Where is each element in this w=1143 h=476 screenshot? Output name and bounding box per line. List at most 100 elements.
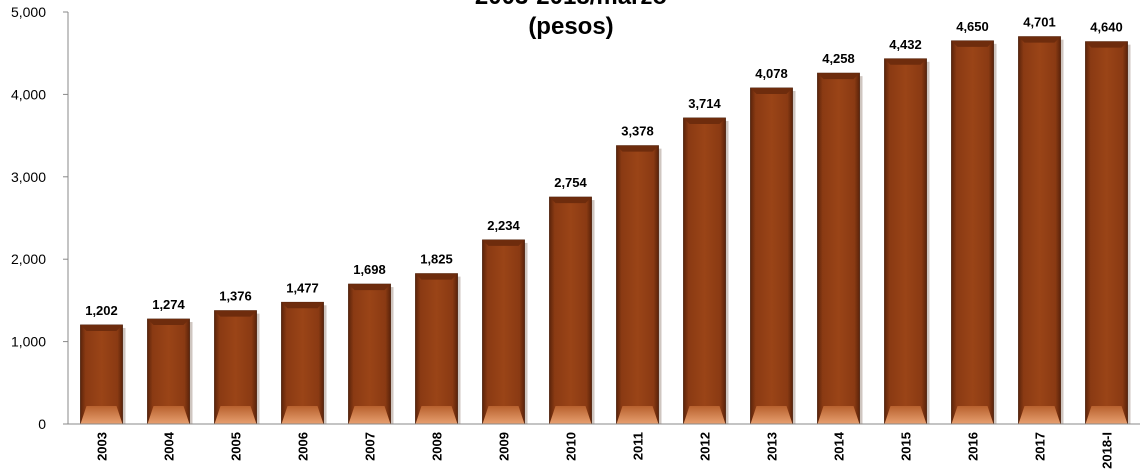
bar [549, 196, 595, 425]
bar-bottom-bevel [817, 406, 860, 424]
bar [1085, 41, 1131, 425]
x-tick-label: 2014 [832, 431, 847, 461]
x-tick-label: 2004 [162, 431, 177, 461]
bar [147, 318, 193, 425]
bar [1018, 36, 1064, 425]
bar-top-bevel [549, 197, 592, 204]
chart-title: 2003-2018/marzo (pesos) [475, 0, 667, 40]
bar-bottom-bevel [951, 406, 994, 424]
bar-bottom-bevel [616, 406, 659, 424]
bar-bottom-bevel [214, 406, 257, 424]
x-axis: 2003 2004 2005 2006 2007 2008 2009 2010 2011 2012… [68, 423, 1140, 469]
x-tick-label: 2016 [966, 432, 981, 461]
bar-top-bevel [951, 40, 994, 47]
bar-top-bevel [281, 302, 324, 309]
bars [80, 36, 1131, 425]
bar-top-bevel [817, 73, 860, 80]
x-tick-label: 2017 [1033, 432, 1048, 461]
bar-top-bevel [80, 324, 123, 331]
bar [281, 301, 327, 425]
data-labels: 1,202 1,274 1,376 1,477 1,698 1,825 2,234 2,754… [85, 15, 1123, 318]
bar-bottom-bevel [683, 406, 726, 424]
data-label: 1,202 [85, 303, 118, 318]
bar-body [1085, 41, 1128, 425]
bar-body [750, 87, 793, 425]
bar-body [549, 196, 592, 425]
bar [482, 239, 528, 425]
data-label: 1,825 [420, 252, 453, 267]
data-label: 3,378 [621, 124, 654, 139]
data-label: 1,274 [152, 297, 185, 312]
bar-top-bevel [1018, 36, 1061, 43]
bar-body [683, 117, 726, 425]
y-tick-label: 4,000 [11, 86, 46, 102]
x-tick-label: 2008 [430, 432, 445, 461]
bar-bottom-bevel [1085, 406, 1128, 424]
data-label: 3,714 [688, 96, 721, 111]
data-label: 4,432 [889, 37, 922, 52]
data-label: 4,640 [1090, 20, 1123, 35]
x-tick-label: 2006 [296, 432, 311, 461]
bar-body [817, 72, 860, 425]
data-label: 2,754 [554, 175, 587, 190]
bar-body [281, 301, 324, 425]
bar-top-bevel [147, 319, 190, 326]
bar-bottom-bevel [884, 406, 927, 424]
bar-bottom-bevel [549, 406, 592, 424]
data-label: 4,078 [755, 66, 788, 81]
bar-bottom-bevel [1018, 406, 1061, 424]
x-tick-label: 2009 [497, 432, 512, 461]
y-tick-label: 3,000 [11, 169, 46, 185]
bar-body [951, 40, 994, 425]
chart-title-line-2: (pesos) [528, 13, 613, 40]
bar-bottom-bevel [415, 406, 458, 424]
bar [817, 72, 863, 425]
y-tick-label: 1,000 [11, 334, 46, 350]
data-label: 2,234 [487, 218, 520, 233]
bar-bottom-bevel [80, 406, 123, 424]
x-tick-label: 2007 [363, 432, 378, 461]
bar-top-bevel [214, 310, 257, 317]
data-label: 4,701 [1023, 15, 1056, 30]
bar [750, 87, 796, 425]
bar-body [348, 283, 391, 425]
bar-top-bevel [750, 87, 793, 94]
y-tick-label: 0 [38, 416, 46, 432]
x-tick-label: 2011 [631, 432, 646, 460]
bar [348, 283, 394, 425]
bar [884, 58, 930, 425]
bar-bottom-bevel [750, 406, 793, 424]
bar-top-bevel [616, 145, 659, 152]
bar [683, 117, 729, 425]
data-label: 4,258 [822, 51, 855, 66]
bar-bottom-bevel [348, 406, 391, 424]
x-tick-label: 2010 [564, 432, 579, 461]
bar-top-bevel [884, 58, 927, 65]
bar [415, 273, 461, 425]
bar-top-bevel [415, 273, 458, 280]
data-label: 1,698 [353, 262, 386, 277]
y-tick-label: 5,000 [11, 4, 46, 20]
data-label: 1,376 [219, 289, 252, 304]
data-label: 4,650 [956, 19, 989, 34]
bar-body [884, 58, 927, 425]
bar-bottom-bevel [281, 406, 324, 424]
x-tick-label: 2015 [899, 432, 914, 461]
bar [616, 145, 662, 425]
chart-title-line-1: 2003-2018/marzo [475, 0, 667, 10]
bar-bottom-bevel [147, 406, 190, 424]
bar-top-bevel [683, 117, 726, 124]
bar-body [616, 145, 659, 425]
x-tick-label: 2013 [765, 432, 780, 461]
bar-body [1018, 36, 1061, 425]
bar-bottom-bevel [482, 406, 525, 424]
bar-body [415, 273, 458, 425]
bar [80, 324, 126, 425]
bar [214, 310, 260, 425]
bar-top-bevel [482, 239, 525, 246]
bar-top-bevel [348, 284, 391, 291]
x-tick-label: 2005 [229, 432, 244, 461]
data-label: 1,477 [286, 280, 319, 295]
bar-body [482, 239, 525, 425]
